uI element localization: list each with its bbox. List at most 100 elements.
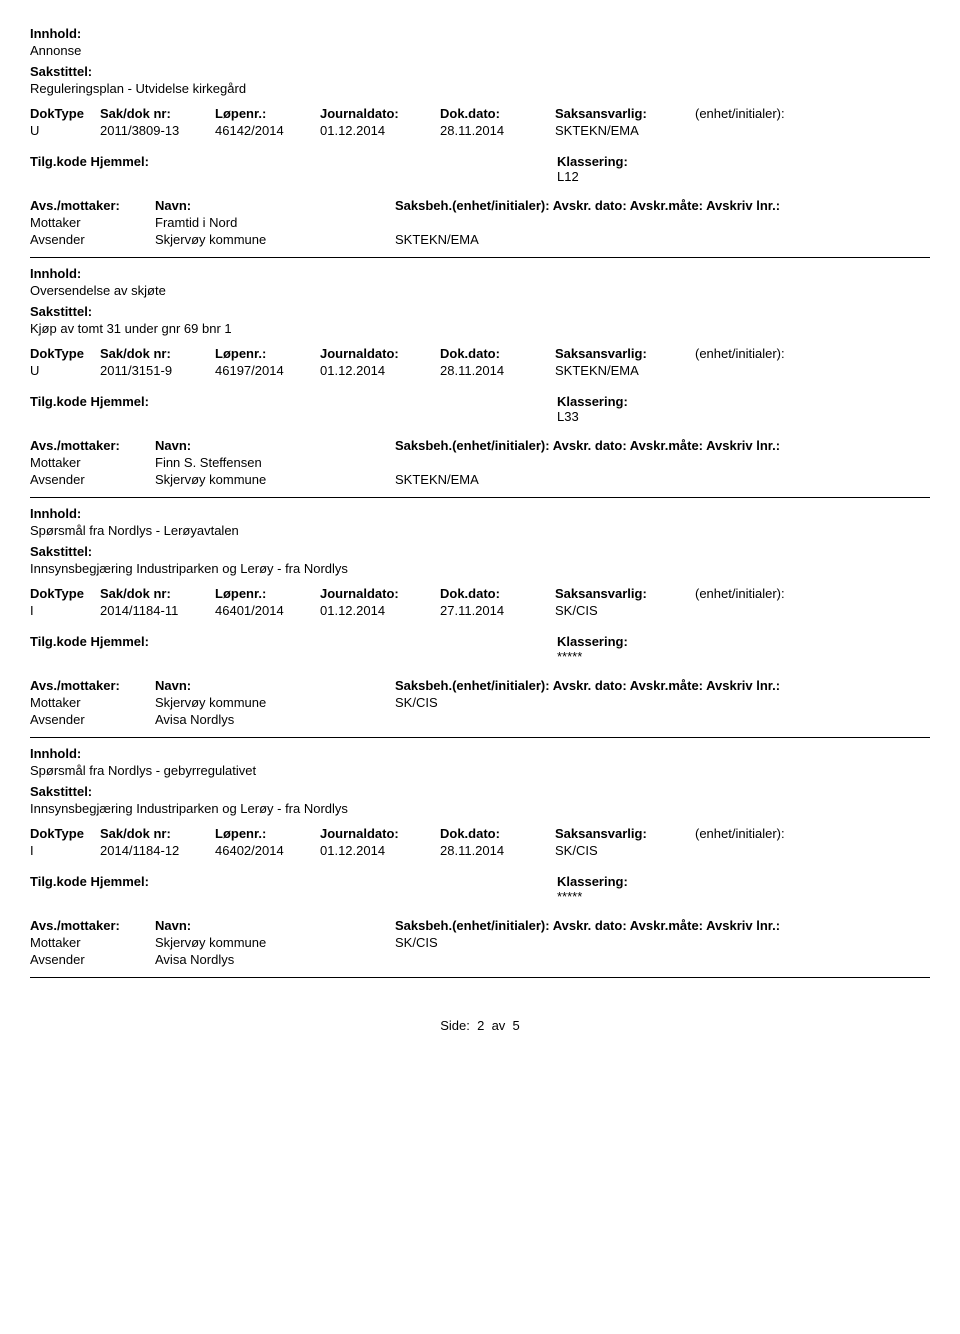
journal-record: Innhold:Oversendelse av skjøteSakstittel… [30,266,930,487]
lopenr-value: 46401/2014 [215,603,320,618]
avsender-row: AvsenderSkjervøy kommuneSKTEKN/EMA [30,232,930,247]
klassering-value: ***** [557,889,930,904]
lopenr-header: Løpenr.: [215,346,320,361]
mottaker-navn: Skjervøy kommune [155,935,395,950]
avsender-role: Avsender [30,712,155,727]
journaldato-header: Journaldato: [320,346,440,361]
saksansvarlig-header: Saksansvarlig: [555,346,695,361]
journal-record: Innhold:Spørsmål fra Nordlys - gebyrregu… [30,746,930,967]
doktype-value: U [30,363,100,378]
mottaker-role: Mottaker [30,935,155,950]
mottaker-saksbeh: SK/CIS [395,935,875,950]
saksbeh-label: Saksbeh.(enhet/initialer): Avskr. dato: … [395,918,875,933]
avsmottaker-label: Avs./mottaker: [30,678,155,693]
lopenr-value: 46197/2014 [215,363,320,378]
tilg-hjemmel-label: Tilg.kode Hjemmel: [30,394,557,409]
tilg-klass-block: Tilg.kode Hjemmel:Klassering:L33 [30,394,930,424]
innhold-label: Innhold: [30,506,930,521]
tilg-left: Tilg.kode Hjemmel: [30,154,557,184]
mottaker-row: MottakerSkjervøy kommuneSK/CIS [30,935,930,950]
tilg-hjemmel-label: Tilg.kode Hjemmel: [30,154,557,169]
sakstittel-value: Reguleringsplan - Utvidelse kirkegård [30,81,930,96]
av-label: av [492,1018,506,1033]
mottaker-role: Mottaker [30,215,155,230]
record-divider [30,497,930,498]
sakstittel-label: Sakstittel: [30,64,930,79]
tilgkode-label: Tilg.kode [30,394,87,409]
tilgkode-label: Tilg.kode [30,634,87,649]
innhold-value: Spørsmål fra Nordlys - Lerøyavtalen [30,523,930,538]
journaldato-value: 01.12.2014 [320,123,440,138]
sakdok-header: Sak/dok nr: [100,826,215,841]
klassering-value: L12 [557,169,930,184]
journal-record: Innhold: Annonse Sakstittel: Reguleringspla… [30,26,930,247]
avsender-saksbeh [395,712,875,727]
avsender-row: AvsenderSkjervøy kommuneSKTEKN/EMA [30,472,930,487]
avsender-navn: Skjervøy kommune [155,472,395,487]
enhet-header: (enhet/initialer): [695,346,845,361]
innhold-label: Innhold: [30,26,930,41]
klassering-label: Klassering: [557,634,930,649]
lopenr-header: Løpenr.: [215,826,320,841]
mottaker-saksbeh: SK/CIS [395,695,875,710]
field-value-row: U2011/3809-1346142/201401.12.201428.11.2… [30,123,930,138]
navn-label: Navn: [155,918,395,933]
saksansvarlig-header: Saksansvarlig: [555,586,695,601]
doktype-value: I [30,603,100,618]
sakdok-header: Sak/dok nr: [100,106,215,121]
saksansvarlig-value: SK/CIS [555,603,695,618]
mottaker-navn: Skjervøy kommune [155,695,395,710]
innhold-value: Oversendelse av skjøte [30,283,930,298]
tilgkode-label: Tilg.kode [30,874,87,889]
page-number: 2 [477,1018,484,1033]
doktype-header: DokType [30,586,100,601]
innhold-label: Innhold: [30,266,930,281]
dokdato-header: Dok.dato: [440,346,555,361]
lopenr-value: 46402/2014 [215,843,320,858]
lopenr-header: Løpenr.: [215,106,320,121]
avsmottaker-label: Avs./mottaker: [30,918,155,933]
klassering-value: ***** [557,649,930,664]
sakstittel-value: Innsynsbegjæring Industriparken og Lerøy… [30,801,930,816]
sakdok-header: Sak/dok nr: [100,346,215,361]
side-label: Side: [440,1018,470,1033]
klassering-label: Klassering: [557,394,930,409]
hjemmel-label: Hjemmel: [87,874,149,889]
avsender-role: Avsender [30,952,155,967]
dokdato-header: Dok.dato: [440,586,555,601]
mottaker-role: Mottaker [30,695,155,710]
tilg-klass-block: Tilg.kode Hjemmel:Klassering:***** [30,634,930,664]
innhold-value: Annonse [30,43,930,58]
dokdato-value: 28.11.2014 [440,843,555,858]
avsender-saksbeh: SKTEKN/EMA [395,232,875,247]
navn-label: Navn: [155,198,395,213]
avsmottaker-label: Avs./mottaker: [30,438,155,453]
sakdok-value: 2014/1184-12 [100,843,215,858]
sakstittel-value: Innsynsbegjæring Industriparken og Lerøy… [30,561,930,576]
mottaker-saksbeh [395,215,875,230]
avsender-navn: Skjervøy kommune [155,232,395,247]
sakdok-header: Sak/dok nr: [100,586,215,601]
klassering-label: Klassering: [557,874,930,889]
klass-block: Klassering:***** [557,634,930,664]
mottaker-navn: Finn S. Steffensen [155,455,395,470]
tilg-hjemmel-label: Tilg.kode Hjemmel: [30,634,557,649]
tilg-klass-block: Tilg.kode Hjemmel:Klassering:L12 [30,154,930,184]
klass-block: Klassering:L33 [557,394,930,424]
avsender-saksbeh [395,952,875,967]
field-value-row: I2014/1184-1246402/201401.12.201428.11.2… [30,843,930,858]
mottaker-role: Mottaker [30,455,155,470]
doktype-header: DokType [30,346,100,361]
innhold-value: Spørsmål fra Nordlys - gebyrregulativet [30,763,930,778]
sakdok-value: 2014/1184-11 [100,603,215,618]
tilg-left: Tilg.kode Hjemmel: [30,874,557,904]
avs-header-row: Avs./mottaker:Navn:Saksbeh.(enhet/initia… [30,678,930,693]
tilgkode-label: Tilg.kode [30,154,87,169]
field-header-row: DokTypeSak/dok nr:Løpenr.:Journaldato:Do… [30,826,930,841]
journaldato-header: Journaldato: [320,106,440,121]
sakdok-value: 2011/3151-9 [100,363,215,378]
sakstittel-label: Sakstittel: [30,544,930,559]
field-value-row: I2014/1184-1146401/201401.12.201427.11.2… [30,603,930,618]
hjemmel-label: Hjemmel: [87,154,149,169]
enhet-header: (enhet/initialer): [695,826,845,841]
